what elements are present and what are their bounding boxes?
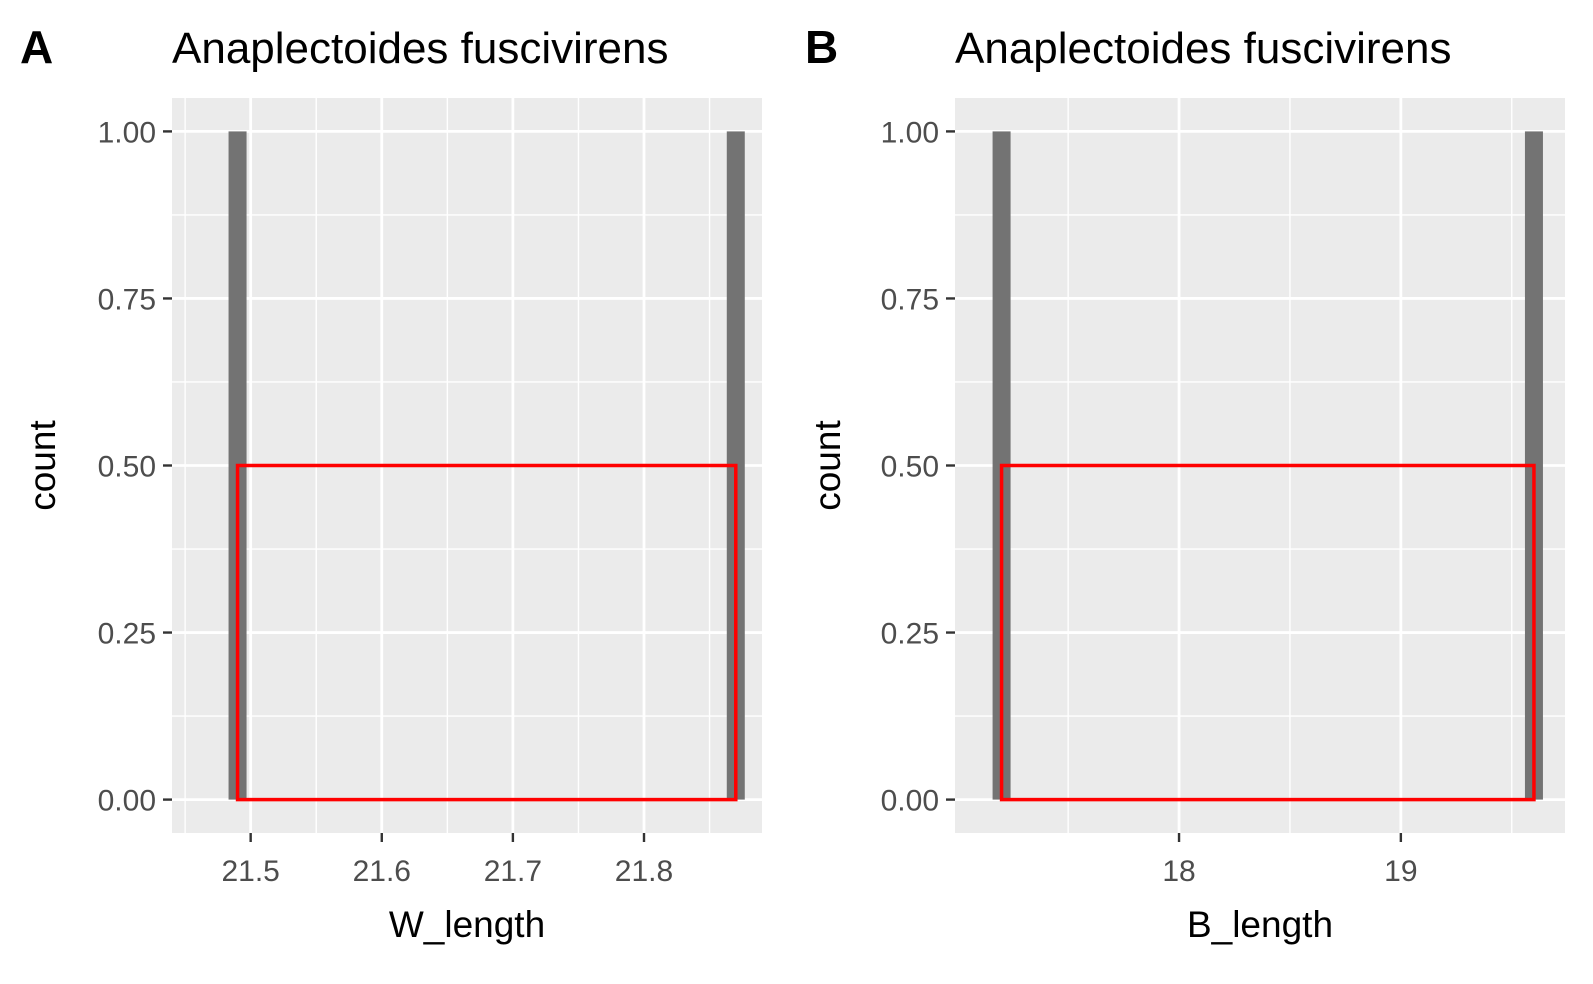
y-tick-label: 0.50 — [881, 451, 939, 484]
panel-tag: B — [805, 21, 838, 73]
x-tick-label: 18 — [1162, 855, 1195, 888]
annotation-box — [235, 463, 738, 802]
x-tick-label: 21.7 — [484, 855, 542, 888]
y-axis-title: count — [22, 420, 63, 511]
annotation-box — [999, 463, 1536, 802]
x-tick-label: 21.5 — [221, 855, 279, 888]
y-tick-label: 0.00 — [98, 785, 156, 818]
panel-tag: A — [20, 21, 53, 73]
y-tick-label: 1.00 — [98, 116, 156, 149]
chart-panel-b: 0.00 0.25 0.50 0.75 1.00 18 19 B_length count B An… — [805, 21, 1565, 945]
x-tick-label: 21.8 — [615, 855, 673, 888]
x-tick-label: 21.6 — [353, 855, 411, 888]
y-tick-label: 0.75 — [881, 283, 939, 316]
y-tick-label: 0.25 — [881, 618, 939, 651]
y-tick-label: 0.50 — [98, 451, 156, 484]
y-tick-label: 1.00 — [881, 116, 939, 149]
x-axis-title: B_length — [1187, 904, 1333, 945]
y-tick-label: 0.25 — [98, 618, 156, 651]
y-tick-label: 0.75 — [98, 283, 156, 316]
chart-title: Anaplectoides fuscivirens — [172, 24, 668, 73]
x-axis-title: W_length — [389, 904, 545, 945]
chart-panel-a: 0.00 0.25 0.50 0.75 1.00 21.5 21.6 21.7 21.8 W_le… — [20, 21, 762, 945]
x-tick-label: 19 — [1384, 855, 1417, 888]
y-tick-label: 0.00 — [881, 785, 939, 818]
chart-title: Anaplectoides fuscivirens — [955, 24, 1451, 73]
y-axis-title: count — [807, 420, 848, 511]
